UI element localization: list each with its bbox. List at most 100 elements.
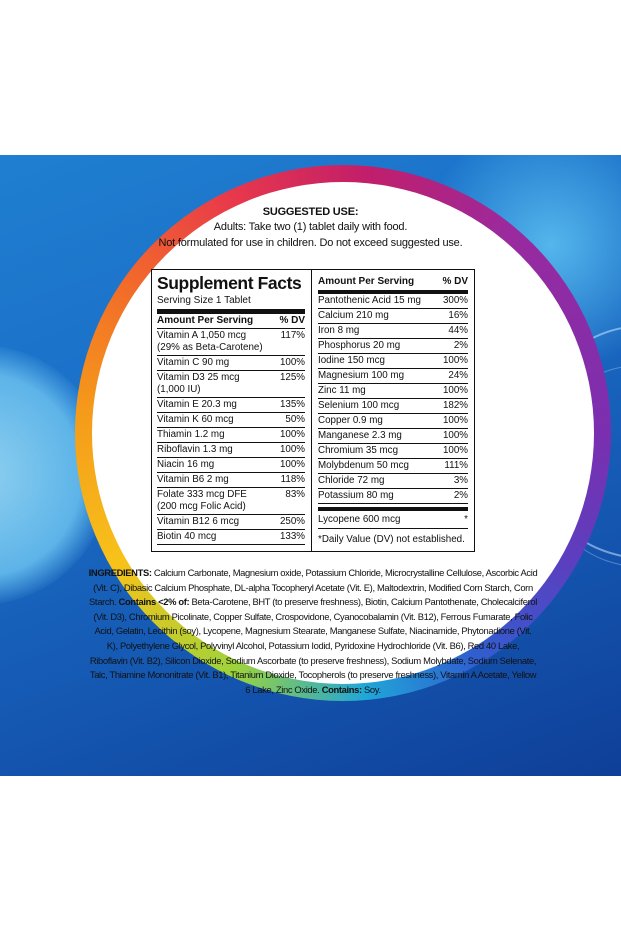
column-divider <box>311 270 312 551</box>
nutrient-row: Chloride 72 mg 3% <box>318 474 468 489</box>
nutrient-dv: 100% <box>442 355 468 366</box>
nutrient-name: Biotin 40 mcg <box>157 531 217 542</box>
nutrient-dv: 133% <box>279 531 305 542</box>
nutrient-name: Selenium 100 mcg <box>318 400 400 411</box>
nutrient-dv: 100% <box>442 385 468 396</box>
nutrient-name: Iodine 150 mcg <box>318 355 385 366</box>
nutrient-row: Riboflavin 1.3 mg 100% <box>157 443 305 458</box>
nutrient-dv: 3% <box>453 475 468 486</box>
nutrient-dv: 50% <box>285 414 305 425</box>
nutrient-row: Pantothenic Acid 15 mg 300% <box>318 294 468 309</box>
nutrient-name: Vitamin B6 2 mg <box>157 474 229 485</box>
nutrient-name: Riboflavin 1.3 mg <box>157 444 233 455</box>
nutrient-dv: 100% <box>442 415 468 426</box>
ingredients-label: INGREDIENTS: <box>88 567 152 578</box>
nutrient-name: Chromium 35 mcg <box>318 445 399 456</box>
nutrient-row: Iodine 150 mcg 100% <box>318 354 468 369</box>
suggested-use-line: Adults: Take two (1) tablet daily with f… <box>213 221 408 233</box>
nutrient-dv: 182% <box>442 400 468 411</box>
lycopene-row: Lycopene 600 mcg * <box>318 511 468 529</box>
nutrient-row: Iron 8 mg 44% <box>318 324 468 339</box>
suggested-use-line: Not formulated for use in children. Do n… <box>158 236 463 249</box>
nutrient-name: Niacin 16 mg <box>157 459 215 470</box>
nutrient-name: Phosphorus 20 mg <box>318 340 401 351</box>
contains-label: Contains <2% of: <box>118 596 190 608</box>
thick-rule <box>157 309 305 314</box>
nutrient-name: Vitamin E 20.3 mg <box>157 399 237 410</box>
nutrient-dv: 2% <box>453 490 468 501</box>
facts-title: Supplement Facts <box>157 273 302 293</box>
nutrient-dv: 117% <box>280 330 305 341</box>
suggested-use-heading: SUGGESTED USE: <box>262 206 359 218</box>
header-amount: Amount Per Serving <box>157 315 254 326</box>
nutrient-name: Molybdenum 50 mcg <box>318 460 409 471</box>
nutrient-row: Thiamin 1.2 mg 100% <box>157 428 305 443</box>
nutrient-name: Vitamin A 1,050 mcg (29% as Beta-Caroten… <box>157 330 263 353</box>
ingredients-block: INGREDIENTS: Calcium Carbonate, Magnesiu… <box>88 566 538 697</box>
nutrient-dv: 125% <box>279 372 305 383</box>
nutrient-dv: 100% <box>442 445 468 456</box>
nutrient-name: Iron 8 mg <box>318 325 360 336</box>
nutrient-name: Zinc 11 mg <box>318 385 366 396</box>
facts-left-column: Supplement Facts Serving Size 1 Tablet A… <box>157 273 305 545</box>
supplement-facts-panel: Supplement Facts Serving Size 1 Tablet A… <box>151 269 475 552</box>
table-header: Amount Per Serving % DV <box>318 273 468 294</box>
nutrient-row: Vitamin K 60 mcg 50% <box>157 413 305 428</box>
nutrient-row: Zinc 11 mg 100% <box>318 384 468 399</box>
nutrient-dv: 100% <box>279 459 305 470</box>
nutrient-dv: 100% <box>442 430 468 441</box>
right-rows: Pantothenic Acid 15 mg 300% Calcium 210 mg… <box>318 294 468 504</box>
nutrient-row: Folate 333 mcg DFE (200 mcg Folic Acid) 8… <box>157 488 305 515</box>
nutrient-row: Phosphorus 20 mg 2% <box>318 339 468 354</box>
contains-label: Contains: <box>321 683 362 695</box>
nutrient-row: Niacin 16 mg 100% <box>157 458 305 473</box>
nutrient-row: Vitamin A 1,050 mcg (29% as Beta-Caroten… <box>157 329 305 356</box>
nutrient-row: Copper 0.9 mg 100% <box>318 414 468 429</box>
nutrient-name: Vitamin B12 6 mcg <box>157 516 240 527</box>
nutrient-row: Vitamin D3 25 mcg (1,000 IU) 125% <box>157 371 305 398</box>
nutrient-dv: 100% <box>279 357 305 368</box>
ingredients-text: Calcium Carbonate, Magnesium oxide, Pota… <box>89 567 538 608</box>
nutrient-name: Potassium 80 mg <box>318 490 394 501</box>
nutrient-dv: 16% <box>448 310 468 321</box>
nutrient-name: Calcium 210 mg <box>318 310 389 321</box>
nutrient-dv: 2% <box>453 340 468 351</box>
nutrient-row: Vitamin E 20.3 mg 135% <box>157 398 305 413</box>
nutrient-row: Vitamin B6 2 mg 118% <box>157 473 305 488</box>
label-disc <box>92 182 594 684</box>
nutrient-dv: * <box>464 514 468 525</box>
nutrient-dv: 100% <box>279 429 305 440</box>
nutrient-dv: 118% <box>280 474 305 485</box>
nutrient-row: Magnesium 100 mg 24% <box>318 369 468 384</box>
nutrient-dv: 250% <box>279 516 305 527</box>
nutrient-name: Pantothenic Acid 15 mg <box>318 295 421 306</box>
nutrient-row: Potassium 80 mg 2% <box>318 489 468 504</box>
nutrient-name: Vitamin K 60 mcg <box>157 414 234 425</box>
nutrient-row: Vitamin C 90 mg 100% <box>157 356 305 371</box>
nutrient-name: Lycopene 600 mcg <box>318 514 401 525</box>
nutrient-dv: 24% <box>448 370 468 381</box>
left-rows: Vitamin A 1,050 mcg (29% as Beta-Caroten… <box>157 329 305 545</box>
footnote: *Daily Value (DV) not established. <box>318 534 465 545</box>
thick-rule <box>318 507 468 511</box>
nutrient-dv: 83% <box>285 489 305 500</box>
nutrient-name: Chloride 72 mg <box>318 475 385 486</box>
nutrient-name: Manganese 2.3 mg <box>318 430 402 441</box>
nutrient-name: Vitamin D3 25 mcg (1,000 IU) <box>157 372 240 395</box>
suggested-use: SUGGESTED USE: Adults: Take two (1) tabl… <box>0 205 621 251</box>
nutrient-dv: 111% <box>444 460 468 471</box>
ingredients-text: Beta-Carotene, BHT (to preserve freshnes… <box>89 596 537 695</box>
header-amount: Amount Per Serving <box>318 276 415 287</box>
facts-right-column: Amount Per Serving % DV Pantothenic Acid… <box>318 273 468 547</box>
nutrient-dv: 100% <box>279 444 305 455</box>
nutrient-name: Copper 0.9 mg <box>318 415 383 426</box>
nutrient-name: Vitamin C 90 mg <box>157 357 230 368</box>
ingredients-text: Soy. <box>364 683 381 695</box>
nutrient-row: Calcium 210 mg 16% <box>318 309 468 324</box>
nutrient-dv: 135% <box>279 399 305 410</box>
nutrient-row: Biotin 40 mcg 133% <box>157 530 305 545</box>
nutrient-row: Vitamin B12 6 mcg 250% <box>157 515 305 530</box>
table-header: Amount Per Serving % DV <box>157 314 305 329</box>
nutrient-row: Selenium 100 mcg 182% <box>318 399 468 414</box>
nutrient-dv: 44% <box>448 325 468 336</box>
